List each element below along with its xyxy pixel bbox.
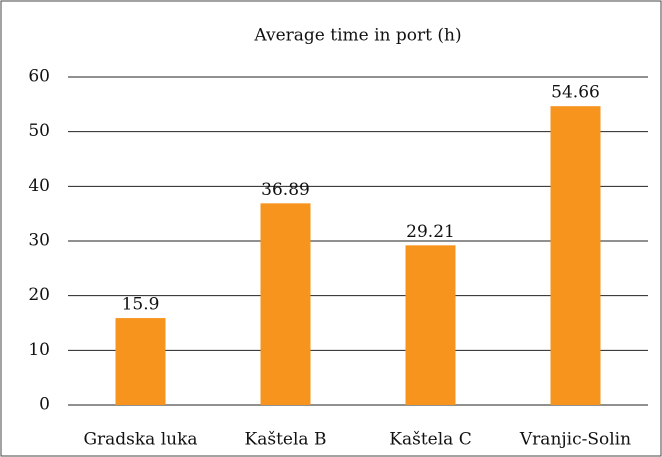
chart-title: Average time in port (h): [253, 26, 461, 46]
x-tick-label: Vranjic-Solin: [519, 430, 631, 450]
y-tick-label: 40: [28, 176, 50, 196]
data-label: 36.89: [261, 180, 310, 200]
y-tick-label: 50: [28, 121, 50, 141]
bar: [550, 106, 601, 405]
bar: [405, 245, 456, 405]
y-tick-label: 60: [28, 67, 50, 87]
bar: [115, 318, 166, 405]
y-tick-label: 30: [28, 231, 50, 251]
y-tick-label: 20: [28, 285, 50, 305]
data-label: 29.21: [406, 222, 455, 242]
y-tick-label: 10: [28, 340, 50, 360]
x-tick-label: Kaštela C: [389, 430, 471, 450]
y-tick-label: 0: [39, 395, 50, 415]
x-tick-label: Kaštela B: [245, 430, 327, 450]
data-label: 54.66: [551, 83, 600, 103]
x-tick-label: Gradska luka: [83, 430, 197, 450]
data-label: 15.9: [122, 295, 160, 315]
bar: [260, 203, 311, 405]
